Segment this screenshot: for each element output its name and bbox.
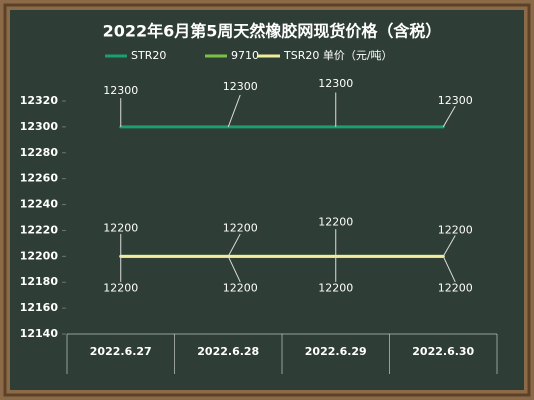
data-label: 12300 [223,80,258,93]
data-label: 12200 [318,215,353,228]
data-label: 12200 [103,281,138,294]
y-tick-label: 12220 [20,223,59,236]
leader-line [227,94,241,128]
data-label: 12200 [223,221,258,234]
data-label: 12300 [318,77,353,90]
y-tick-label: 12180 [20,275,59,288]
legend-label: STR20 [131,49,166,62]
leader-line [227,233,241,257]
data-label: 12200 [223,281,258,294]
y-tick-label: 12200 [20,249,59,262]
board [10,10,524,390]
leader-line [442,105,456,128]
legend-label: 9710 [231,49,259,62]
leader-line [227,256,241,283]
data-label: 12200 [438,281,473,294]
frame-edge [3,3,531,397]
legend-label: TSR20 单价（元/吨） [283,49,393,62]
y-tick-label: 12240 [20,198,59,211]
y-tick-label: 12260 [20,172,59,185]
x-tick-label: 2022.6.29 [305,345,367,358]
leader-line [442,256,456,283]
chart-title: 2022年6月第5周天然橡胶网现货价格（含税） [103,22,442,41]
x-tick-label: 2022.6.28 [197,345,259,358]
leader-line [442,235,456,257]
y-tick-label: 12140 [20,327,59,340]
y-tick-label: 12300 [20,120,59,133]
x-tick-label: 2022.6.27 [90,345,152,358]
data-label: 12200 [103,221,138,234]
y-tick-label: 12280 [20,146,59,159]
data-label: 12200 [438,223,473,236]
data-label: 12300 [438,94,473,107]
data-label: 12300 [103,84,138,97]
y-tick-label: 12160 [20,301,59,314]
x-tick-label: 2022.6.30 [412,345,474,358]
data-label: 12200 [318,281,353,294]
y-tick-label: 12320 [20,94,59,107]
